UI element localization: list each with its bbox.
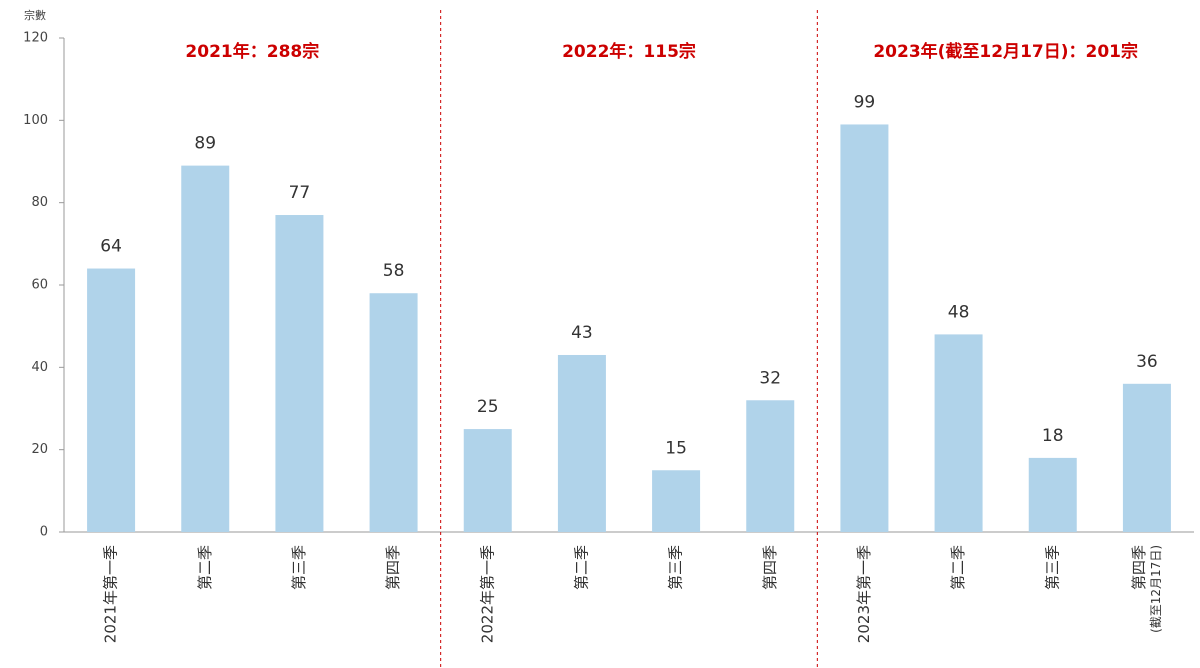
x-tick-label: 第四季(截至12月17日) <box>1129 545 1162 633</box>
bar <box>275 215 324 532</box>
group-title: 2022年：115宗 <box>562 41 696 62</box>
y-tick-label: 60 <box>31 278 48 293</box>
x-tick-label: 第三季 <box>1043 545 1061 590</box>
bar <box>1028 457 1077 532</box>
value-label: 99 <box>854 92 876 112</box>
value-label: 43 <box>571 323 593 343</box>
y-tick-label: 20 <box>31 442 48 457</box>
y-tick-label: 100 <box>23 113 48 128</box>
x-tick-label: 第三季 <box>667 545 685 590</box>
x-tick-label: 第二季 <box>196 545 214 590</box>
value-label: 77 <box>289 183 311 203</box>
x-tick-label: 第四季 <box>761 545 779 590</box>
value-label: 64 <box>100 237 122 257</box>
group-title: 2021年：288宗 <box>185 41 319 62</box>
x-tick-label: 第三季 <box>290 545 308 590</box>
value-label: 58 <box>383 261 405 281</box>
value-label: 36 <box>1136 352 1158 372</box>
bar <box>369 293 418 532</box>
y-tick-label: 0 <box>40 525 48 540</box>
value-label: 32 <box>759 368 781 388</box>
bar <box>840 124 889 532</box>
value-label: 15 <box>665 438 687 458</box>
bar <box>652 470 701 532</box>
bar <box>87 268 136 532</box>
value-label: 25 <box>477 397 499 417</box>
x-tick-label: 2021年第一季 <box>102 545 120 643</box>
bar <box>1122 383 1171 532</box>
value-label: 89 <box>194 134 216 154</box>
y-tick-label: 80 <box>31 195 48 210</box>
x-tick-label: 2022年第一季 <box>478 545 496 643</box>
x-tick-label: 第二季 <box>572 545 590 590</box>
y-tick-label: 120 <box>23 31 48 46</box>
y-axis-label: 宗數 <box>24 8 46 22</box>
bar <box>463 429 512 532</box>
value-label: 48 <box>948 302 970 322</box>
group-title: 2023年(截至12月17日)：201宗 <box>873 41 1138 62</box>
x-tick-label: 第二季 <box>949 545 967 590</box>
bar <box>557 354 606 532</box>
x-tick-label: 第四季 <box>384 545 402 590</box>
x-tick-label: 2023年第一季 <box>855 545 873 643</box>
y-tick-label: 40 <box>31 360 48 375</box>
bar <box>181 165 230 532</box>
value-label: 18 <box>1042 426 1064 446</box>
bar <box>934 334 983 532</box>
bar <box>746 400 795 532</box>
